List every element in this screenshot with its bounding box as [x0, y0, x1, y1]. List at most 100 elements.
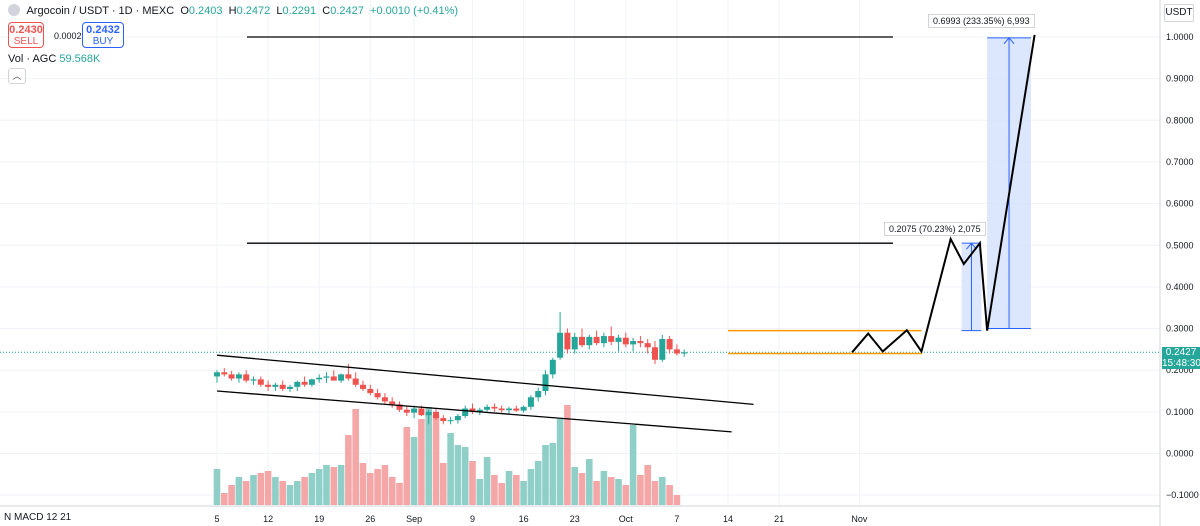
collapse-legend-button[interactable]: ︿: [8, 68, 26, 84]
x-tick-label: 12: [263, 514, 273, 524]
candle-body: [520, 406, 527, 411]
volume-bar: [454, 445, 462, 505]
volume-bar: [622, 485, 630, 505]
symbol-title[interactable]: Argocoin / USDT · 1D · MEXC: [26, 5, 175, 17]
candle-body: [301, 381, 308, 385]
drawings: [216, 34, 1036, 433]
candle-body: [250, 379, 257, 381]
y-tick-label: 0.2000: [1166, 365, 1194, 375]
volume-bar: [556, 419, 564, 505]
buy-button[interactable]: 0.2432 BUY: [82, 22, 124, 48]
y-tick-label: 0.0000: [1166, 449, 1194, 459]
target-mid-label: 0.2075 (70.23%) 2,075: [884, 222, 986, 236]
candle-body: [389, 401, 396, 405]
volume-bar: [315, 469, 323, 505]
projection-arrow-head: [1003, 37, 1015, 45]
volume-bar: [388, 477, 396, 505]
sell-button[interactable]: 0.2430 SELL: [8, 22, 44, 48]
x-tick-label: 7: [674, 514, 679, 524]
candle-body: [403, 409, 410, 413]
volume-bar: [586, 459, 593, 505]
buy-label: BUY: [92, 36, 114, 47]
candle-body: [637, 341, 644, 344]
volume-bar: [600, 471, 608, 505]
volume-bar: [673, 495, 681, 505]
volume-bar: [520, 481, 527, 505]
y-tick-label: 1.0000: [1166, 32, 1194, 42]
volume-bar: [644, 465, 651, 505]
candle-body: [360, 384, 366, 389]
volume-bar: [607, 477, 615, 505]
close-label: C: [322, 5, 331, 17]
symbol-logo-icon: [8, 4, 20, 16]
sell-price: 0.2430: [9, 24, 43, 36]
volume-bar: [527, 469, 535, 505]
volume-bar: [279, 481, 286, 505]
volume-bar: [418, 419, 425, 505]
volume-bar: [476, 479, 484, 505]
projection-arrow-head: [966, 242, 977, 250]
candle-body: [571, 336, 578, 350]
candle-body: [279, 384, 286, 389]
candle-body: [681, 352, 688, 354]
volume-bar: [513, 475, 520, 505]
x-tick-label: Oct: [619, 514, 634, 524]
volume-bar: [264, 471, 272, 505]
y-tick-label: 0.9000: [1166, 74, 1194, 84]
volume-bar: [272, 477, 279, 505]
candle-body: [513, 408, 520, 411]
volume-bar: [440, 463, 447, 505]
volume-bar: [425, 407, 432, 505]
candle-body: [484, 406, 491, 410]
volume-bar: [213, 469, 221, 505]
volume-bar: [403, 427, 411, 505]
candle-body: [374, 393, 381, 398]
candle-body: [615, 337, 622, 342]
x-tick-label: Sep: [406, 514, 422, 524]
candle-body: [418, 408, 425, 416]
candle-body: [586, 336, 593, 346]
macd-legend: N MACD 12 21: [4, 512, 72, 523]
volume-bar: [571, 467, 578, 505]
candle-body: [469, 408, 476, 412]
volume-label: Vol · AGC: [8, 53, 57, 65]
candle-body: [447, 420, 454, 422]
y-tick-label: 0.3000: [1166, 324, 1194, 334]
volume-bar: [337, 465, 345, 505]
volume-bar: [505, 471, 513, 505]
candles: [214, 311, 688, 425]
candle-body: [549, 359, 556, 375]
candle-body: [221, 372, 228, 375]
volume-bar: [301, 477, 308, 505]
currency-selector[interactable]: USDT: [1164, 4, 1194, 22]
last-price: 0.2427: [1165, 347, 1197, 358]
high-value: 0.2472: [236, 5, 271, 17]
candle-body: [593, 336, 600, 344]
candle-body: [644, 343, 651, 348]
y-tick-label: −0.1000: [1166, 490, 1199, 500]
candle-body: [542, 374, 549, 392]
volume-bar: [257, 473, 265, 505]
volume-bar: [629, 425, 637, 505]
trend-channel-lower: [216, 390, 732, 433]
buy-price: 0.2432: [86, 24, 120, 36]
volume-bar: [359, 463, 367, 505]
y-tick-label: 0.7000: [1166, 157, 1194, 167]
candle-body: [287, 386, 293, 389]
volume-bar: [345, 435, 352, 505]
candle-body: [381, 397, 388, 402]
candle-body: [666, 338, 673, 350]
volume-bar: [651, 481, 659, 505]
candle-body: [323, 376, 330, 378]
volume-bar: [221, 493, 228, 505]
candle-body: [243, 374, 250, 381]
candle-body: [433, 411, 439, 419]
high-label: H: [228, 5, 237, 17]
volume-bar: [396, 483, 403, 505]
volume-bar: [294, 481, 301, 505]
candle-body: [440, 418, 447, 422]
low-value: 0.2291: [282, 5, 317, 17]
candle-body: [673, 349, 680, 354]
projection-path: [851, 34, 1036, 354]
